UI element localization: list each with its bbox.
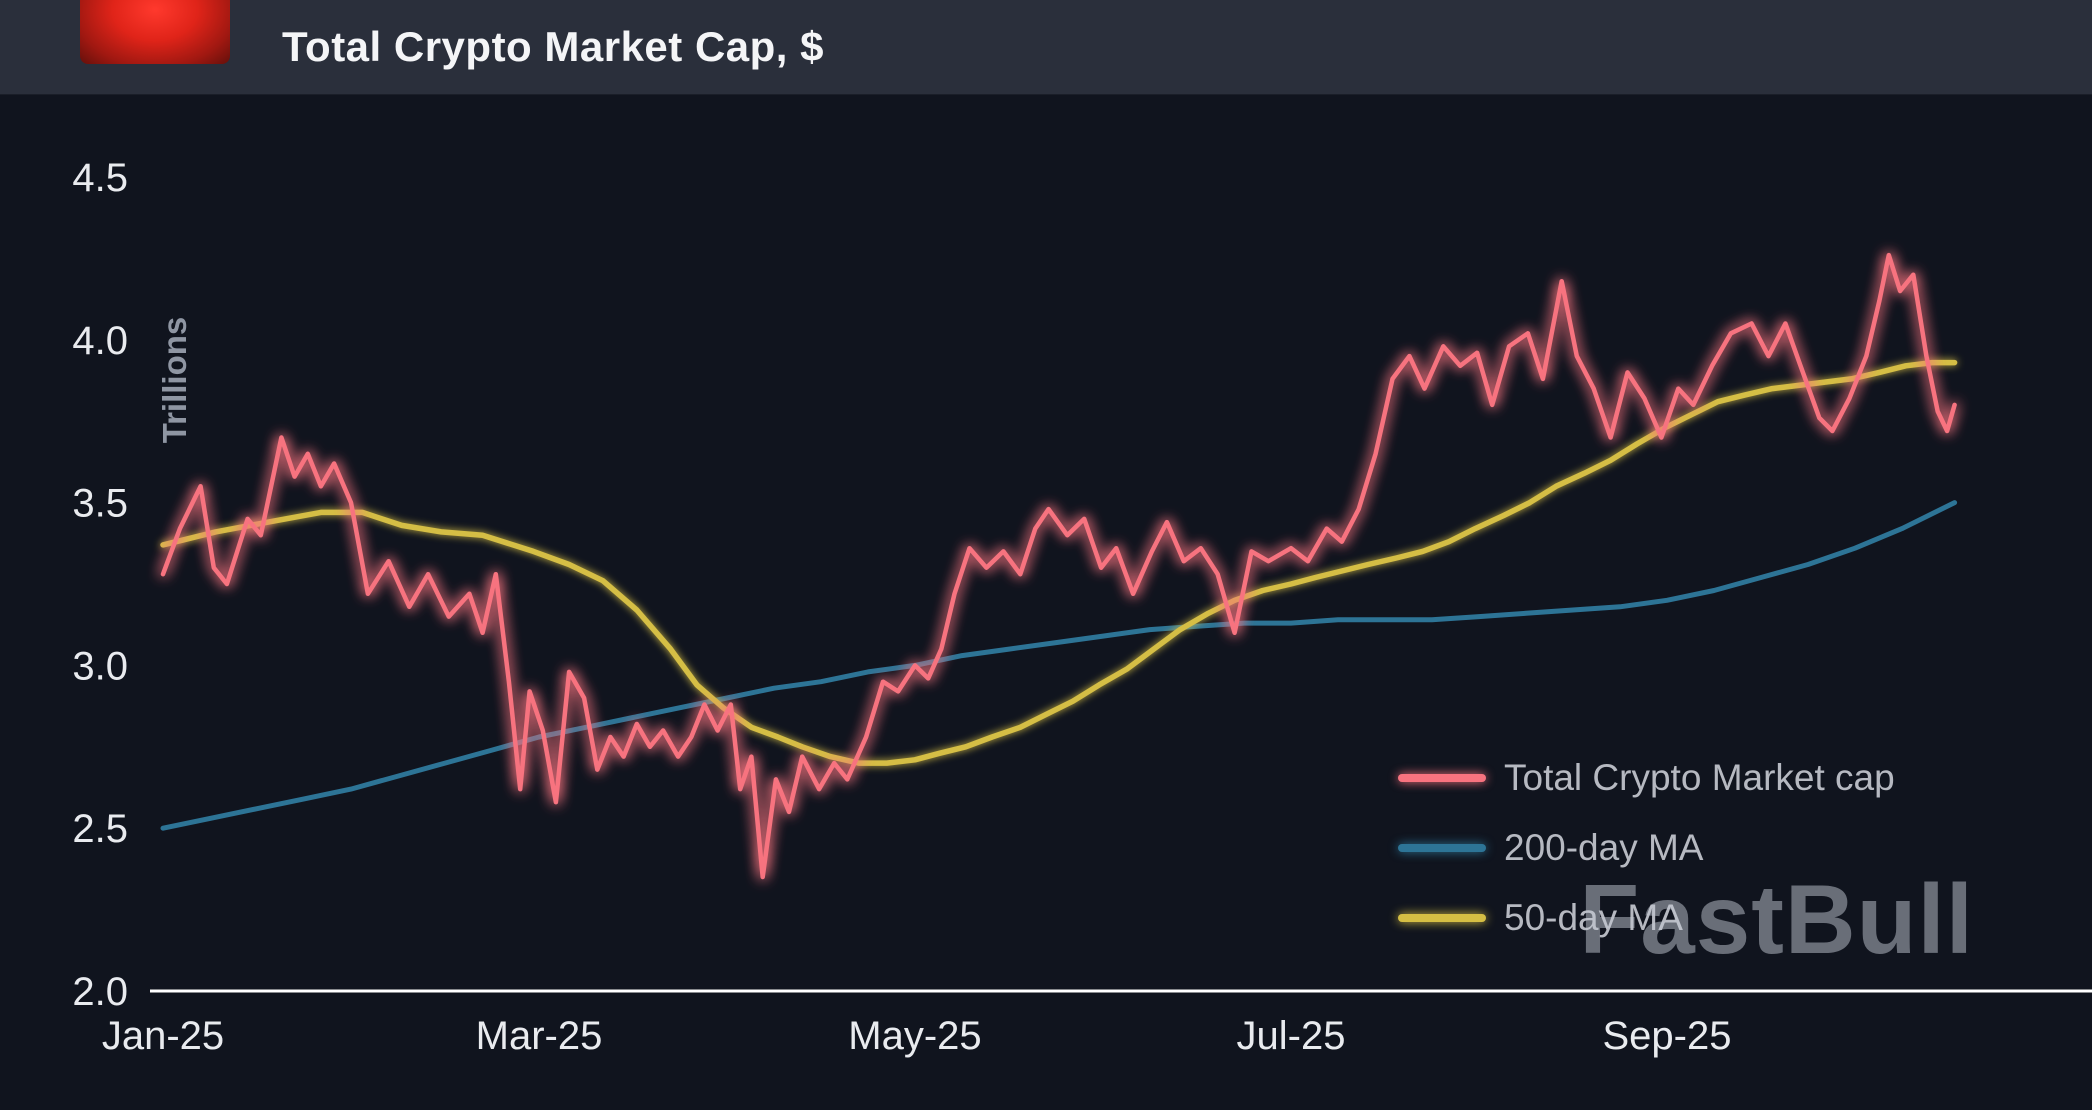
legend-swatch-icon bbox=[1398, 914, 1486, 922]
y-axis-tick-label: 4.0 bbox=[72, 319, 128, 363]
fastbull-watermark: FastBull bbox=[1579, 864, 1974, 974]
y-axis-tick-label: 2.5 bbox=[72, 807, 128, 851]
chart-plot[interactable]: 2.0 2.5 3.0 3.5 4.0 4.5 Jan-25 Mar-25 May-25 Jul-… bbox=[0, 95, 2092, 1110]
series-line-50-day-ma bbox=[160, 359, 1958, 766]
legend-label: 200-day MA bbox=[1504, 827, 1704, 868]
y-axis-tick-label: 3.5 bbox=[72, 482, 128, 526]
y-axis-tick-label: 4.5 bbox=[72, 156, 128, 200]
y-axis-tick-label: 2.0 bbox=[72, 970, 128, 1014]
legend-item-50-day-ma: 50-day MA bbox=[1398, 897, 1895, 939]
fastbull-logo-icon bbox=[80, 0, 230, 64]
header-bar: Total Crypto Market Cap, $ bbox=[0, 0, 2092, 95]
legend-label: Total Crypto Market cap bbox=[1504, 757, 1895, 798]
x-axis-tick-label: Jan-25 bbox=[102, 1014, 224, 1058]
chart-title: Total Crypto Market Cap, $ bbox=[282, 23, 824, 70]
x-axis-tick-label: Sep-25 bbox=[1603, 1014, 1732, 1058]
legend-label: 50-day MA bbox=[1504, 897, 1683, 938]
chart-legend: Total Crypto Market cap 200-day MA 50-day … bbox=[1398, 757, 1895, 939]
x-axis-tick-label: Jul-25 bbox=[1237, 1014, 1346, 1058]
legend-item-total-crypto-market-cap: Total Crypto Market cap bbox=[1398, 757, 1895, 799]
legend-swatch-icon bbox=[1398, 844, 1486, 852]
x-axis-tick-label: Mar-25 bbox=[476, 1014, 603, 1058]
y-axis-tick-label: 3.0 bbox=[72, 644, 128, 688]
legend-item-200-day-ma: 200-day MA bbox=[1398, 827, 1895, 869]
series-line-200-day-ma bbox=[160, 500, 1958, 831]
legend-swatch-icon bbox=[1398, 774, 1486, 782]
chart-area: 2.0 2.5 3.0 3.5 4.0 4.5 Jan-25 Mar-25 May-25 Jul-… bbox=[0, 95, 2092, 1110]
series-line-total-crypto-market-cap bbox=[160, 252, 1957, 880]
y-axis-title: Trillions bbox=[156, 317, 193, 444]
x-axis-tick-label: May-25 bbox=[848, 1014, 981, 1058]
